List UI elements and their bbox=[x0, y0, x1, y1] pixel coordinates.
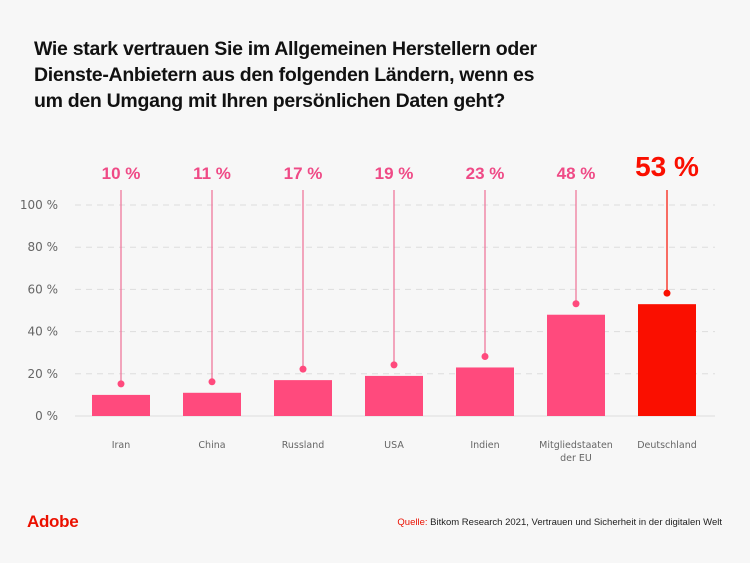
y-axis: 0 % 20 % 40 % 60 % 80 % 100 % bbox=[20, 198, 58, 423]
x-tick-label: Russland bbox=[282, 440, 325, 451]
x-tick-label: USA bbox=[384, 440, 404, 451]
value-labels: 10 % 11 % 17 % 19 % 23 % 48 % 53 % bbox=[102, 151, 699, 183]
value-dot bbox=[481, 352, 489, 360]
x-tick-label: Iran bbox=[112, 440, 131, 451]
bar bbox=[638, 304, 696, 416]
value-label: 48 % bbox=[557, 164, 596, 183]
value-dot bbox=[299, 365, 307, 373]
y-tick-label: 80 % bbox=[28, 240, 59, 254]
source-text: Bitkom Research 2021, Vertrauen und Sich… bbox=[427, 517, 722, 528]
adobe-logo: Adobe bbox=[27, 512, 79, 531]
title-line: Dienste-Anbietern aus den folgenden Länd… bbox=[34, 64, 535, 86]
x-axis: Iran China Russland USA Indien Mitgliedstaate… bbox=[112, 440, 697, 464]
y-tick-label: 0 % bbox=[35, 409, 58, 423]
bars bbox=[92, 304, 696, 416]
bar bbox=[92, 394, 150, 416]
value-label: 17 % bbox=[284, 164, 323, 183]
bar bbox=[183, 392, 241, 416]
value-dot bbox=[663, 289, 671, 297]
title-line: Wie stark vertrauen Sie im Allgemeinen H… bbox=[34, 38, 537, 60]
value-dot bbox=[390, 361, 398, 369]
source-key: Quelle: bbox=[397, 517, 428, 528]
x-tick-label: Mitgliedstaaten bbox=[539, 440, 613, 451]
value-stems bbox=[117, 190, 671, 388]
bar bbox=[274, 380, 332, 416]
value-label: 10 % bbox=[102, 164, 141, 183]
value-label: 23 % bbox=[466, 164, 505, 183]
bar bbox=[365, 375, 423, 416]
title-line: um den Umgang mit Ihren persönlichen Dat… bbox=[34, 90, 505, 112]
bar bbox=[547, 314, 605, 416]
x-tick-label: Indien bbox=[470, 440, 499, 451]
bar bbox=[456, 367, 514, 416]
y-tick-label: 60 % bbox=[28, 282, 59, 296]
value-dot bbox=[117, 380, 125, 388]
y-tick-label: 20 % bbox=[28, 367, 59, 381]
value-dot bbox=[208, 378, 216, 386]
x-tick-label: der EU bbox=[560, 453, 592, 464]
value-label: 53 % bbox=[635, 151, 699, 182]
x-tick-label: Deutschland bbox=[637, 440, 697, 451]
x-tick-label: China bbox=[198, 440, 225, 451]
chart-title: Wie stark vertrauen Sie im Allgemeinen H… bbox=[34, 36, 674, 114]
y-tick-label: 40 % bbox=[28, 325, 59, 339]
value-label: 11 % bbox=[193, 164, 231, 183]
value-label: 19 % bbox=[375, 164, 414, 183]
value-dot bbox=[572, 300, 580, 308]
y-tick-label: 100 % bbox=[20, 198, 58, 212]
source-note: Quelle: Bitkom Research 2021, Vertrauen … bbox=[397, 517, 722, 528]
